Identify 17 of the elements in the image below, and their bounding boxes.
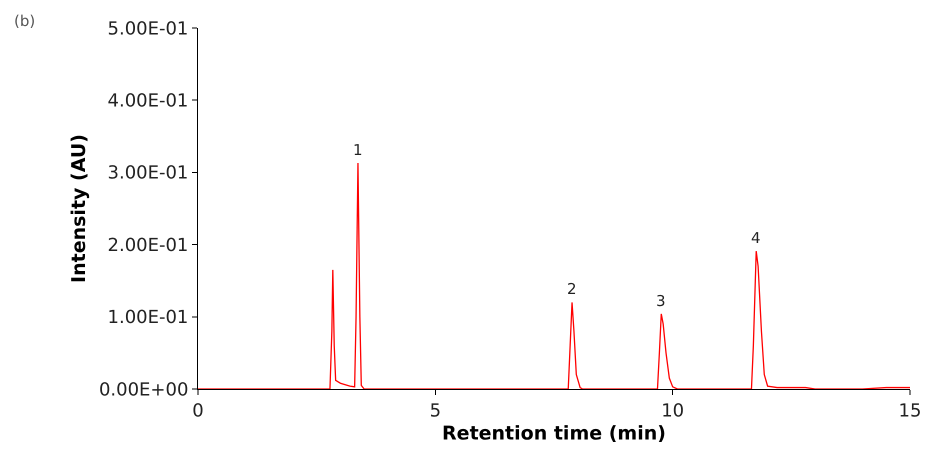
y-tick-label: 1.00E-01	[108, 307, 188, 328]
x-tick-label: 5	[430, 400, 442, 422]
x-axis-title: Retention time (min)	[442, 422, 666, 444]
text: (b)	[14, 12, 36, 30]
y-tick-label: 4.00E-01	[108, 90, 188, 112]
x-tick-label: 15	[898, 400, 922, 422]
y-tick-label: 5.00E-01	[108, 18, 188, 40]
y-tick-label: 3.00E-01	[108, 162, 188, 184]
y-tick-label: 0.00E+00	[98, 379, 188, 400]
annotation: 1	[353, 141, 363, 159]
x-tick-label: 10	[661, 400, 684, 422]
annotation: 4	[751, 229, 761, 247]
y-axis-title: Intensity (AU)	[68, 134, 90, 283]
annotation: 2	[567, 280, 577, 298]
y-tick-label: 2.00E-01	[108, 234, 188, 256]
annotation: 3	[656, 292, 666, 310]
x-tick-label: 0	[192, 400, 204, 422]
